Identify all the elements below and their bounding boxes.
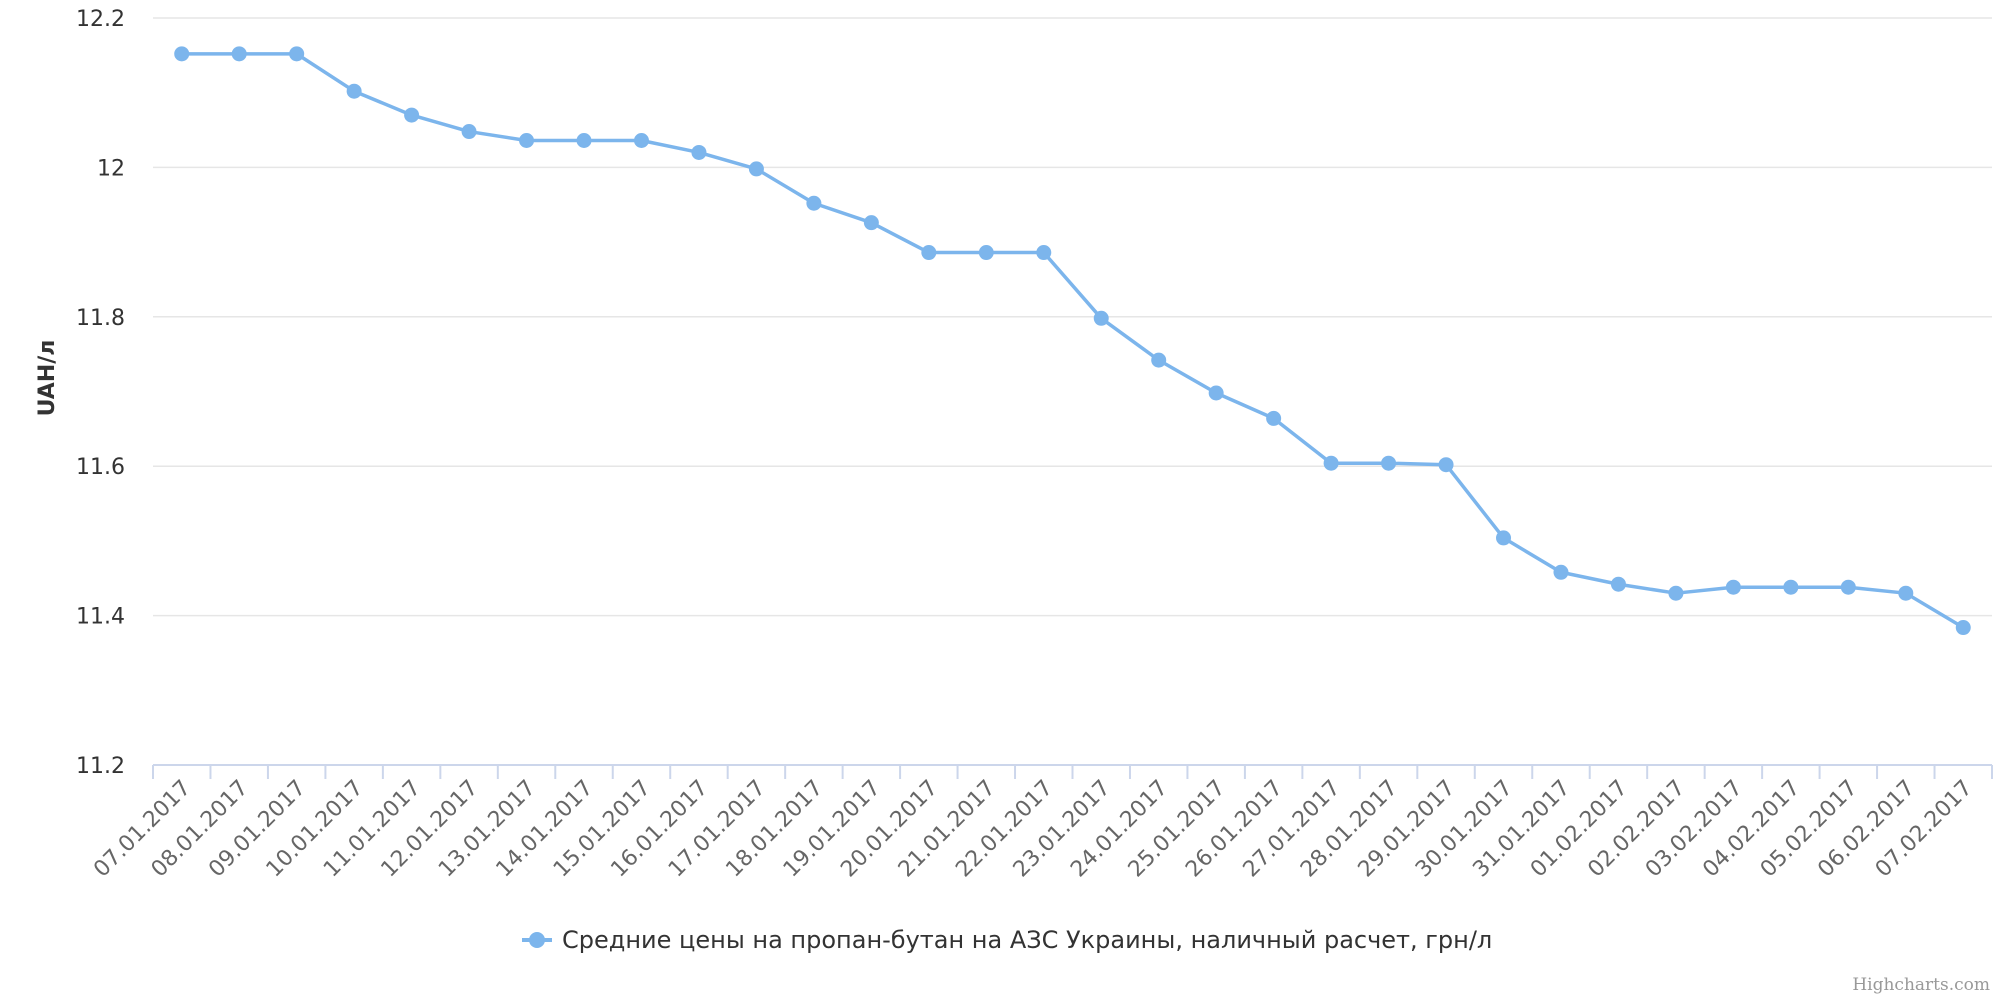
y-tick-label: 12.2 <box>76 7 125 32</box>
legend-series-name[interactable]: Средние цены на пропан-бутан на АЗС Укра… <box>562 926 1492 954</box>
data-point <box>1783 579 1799 595</box>
data-point <box>1438 457 1454 473</box>
y-tick-label: 11.4 <box>76 605 125 630</box>
data-point <box>519 133 535 149</box>
series-line <box>179 52 1966 630</box>
data-point <box>1036 245 1052 261</box>
data-point <box>1955 620 1971 636</box>
data-point <box>576 133 592 149</box>
data-point <box>289 46 305 62</box>
data-point <box>1208 385 1224 401</box>
y-tick-label: 11.8 <box>76 306 125 331</box>
grid-lines <box>153 17 1992 617</box>
data-point <box>1668 585 1684 601</box>
x-axis-ticks <box>152 765 1993 779</box>
data-point <box>1898 585 1914 601</box>
legend[interactable]: Средние цены на пропан-бутан на АЗС Укра… <box>522 926 1492 954</box>
y-tick-label: 11.2 <box>76 754 125 779</box>
y-axis-label: UAH/л <box>35 340 60 417</box>
data-point <box>1553 564 1569 580</box>
data-point <box>633 133 649 149</box>
data-point <box>1323 455 1339 471</box>
data-point <box>404 107 420 123</box>
data-point <box>863 215 879 231</box>
series-group <box>174 46 1971 636</box>
data-point <box>1840 579 1856 595</box>
data-point <box>346 83 362 99</box>
data-point <box>1381 455 1397 471</box>
data-point <box>978 245 994 261</box>
x-axis-labels: 07.01.201708.01.201709.01.201710.01.2017… <box>89 776 1977 883</box>
data-point <box>921 245 937 261</box>
data-point <box>1725 579 1741 595</box>
y-tick-label: 11.6 <box>76 455 125 480</box>
data-point <box>806 195 822 211</box>
data-point <box>1610 576 1626 592</box>
data-point <box>461 124 477 140</box>
data-point <box>1093 310 1109 326</box>
data-point <box>174 46 190 62</box>
data-point <box>691 144 707 160</box>
data-point <box>1496 530 1512 546</box>
y-axis-ticks: 11.2 11.4 11.6 11.8 12 12.2 <box>76 7 125 779</box>
data-point <box>231 46 247 62</box>
credits-link[interactable]: Highcharts.com <box>1852 975 1990 995</box>
data-point <box>1151 352 1167 368</box>
legend-marker-icon <box>529 932 545 948</box>
y-tick-label: 12 <box>97 156 125 181</box>
data-point <box>1266 410 1282 426</box>
data-point <box>748 161 764 177</box>
